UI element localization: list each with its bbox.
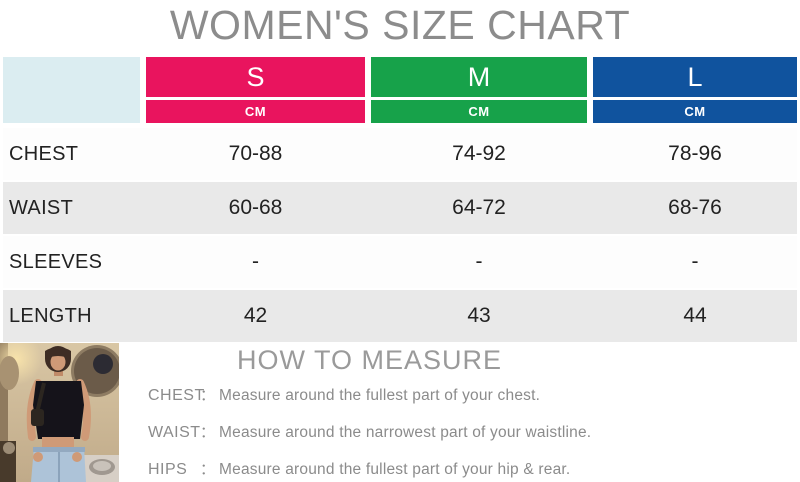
product-photo [0,343,119,482]
row-label: WAIST [9,196,74,219]
measure-item-chest: CHEST ： Measure around the fullest part … [121,384,618,405]
unit-cell-m: CM [371,100,587,123]
size-header-l: L [593,57,797,97]
how-to-measure-list: CHEST ： Measure around the fullest part … [121,384,618,479]
measure-label: WAIST [148,424,201,441]
table-body: CHEST 70-88 74-92 78-96 WAIST 60-68 64-7… [3,128,797,342]
product-photo-illustration [0,343,119,482]
measure-colon: ： [200,387,216,404]
table-row-waist: WAIST 60-68 64-72 68-76 [3,182,797,234]
row-label: CHEST [9,142,79,165]
cell-value: - [475,250,483,273]
row-label: LENGTH [9,304,92,327]
measure-colon: ： [200,424,216,441]
unit-cell-l: CM [593,100,797,123]
table-row-length: LENGTH 42 43 44 [3,290,797,342]
size-header-s: S [146,57,365,97]
cell-value: 64-72 [452,196,506,219]
measure-text: Measure around the fullest part of your … [219,461,571,478]
cell-value: - [252,250,259,273]
table-row-sleeves: SLEEVES - - - [3,236,797,288]
unit-cell-s: CM [146,100,365,123]
cell-value: 42 [243,304,268,327]
how-to-measure-section: HOW TO MEASURE CHEST ： Measure around th… [121,345,618,482]
measure-item-waist: WAIST ： Measure around the narrowest par… [121,421,618,442]
measure-text: Measure around the fullest part of your … [219,387,541,404]
page-title: WOMEN'S SIZE CHART [169,2,631,48]
cell-value: 74-92 [452,142,506,165]
measure-text: Measure around the narrowest part of you… [219,424,592,441]
measure-colon: ： [200,461,216,478]
cell-value: 43 [467,304,491,327]
cell-value: 68-76 [668,196,722,219]
cell-value: 78-96 [668,142,722,165]
how-to-measure-title: HOW TO MEASURE [236,345,503,375]
measure-item-hips: HIPS ： Measure around the fullest part o… [121,458,618,479]
cell-value: 44 [683,304,707,327]
cell-value: 70-88 [228,142,283,165]
measure-label: CHEST [148,387,205,404]
table-row-chest: CHEST 70-88 74-92 78-96 [3,128,797,180]
size-header-m: M [371,57,587,97]
size-chart-table: S M L CM CM CM CHEST 70-88 74-92 78-96 W… [3,57,797,344]
measure-label: HIPS [148,461,188,478]
cell-value: 60-68 [228,196,283,219]
cell-value: - [691,250,699,273]
corner-cell [3,57,140,123]
row-label: SLEEVES [9,250,103,273]
table-header: S M L CM CM CM [3,57,797,123]
